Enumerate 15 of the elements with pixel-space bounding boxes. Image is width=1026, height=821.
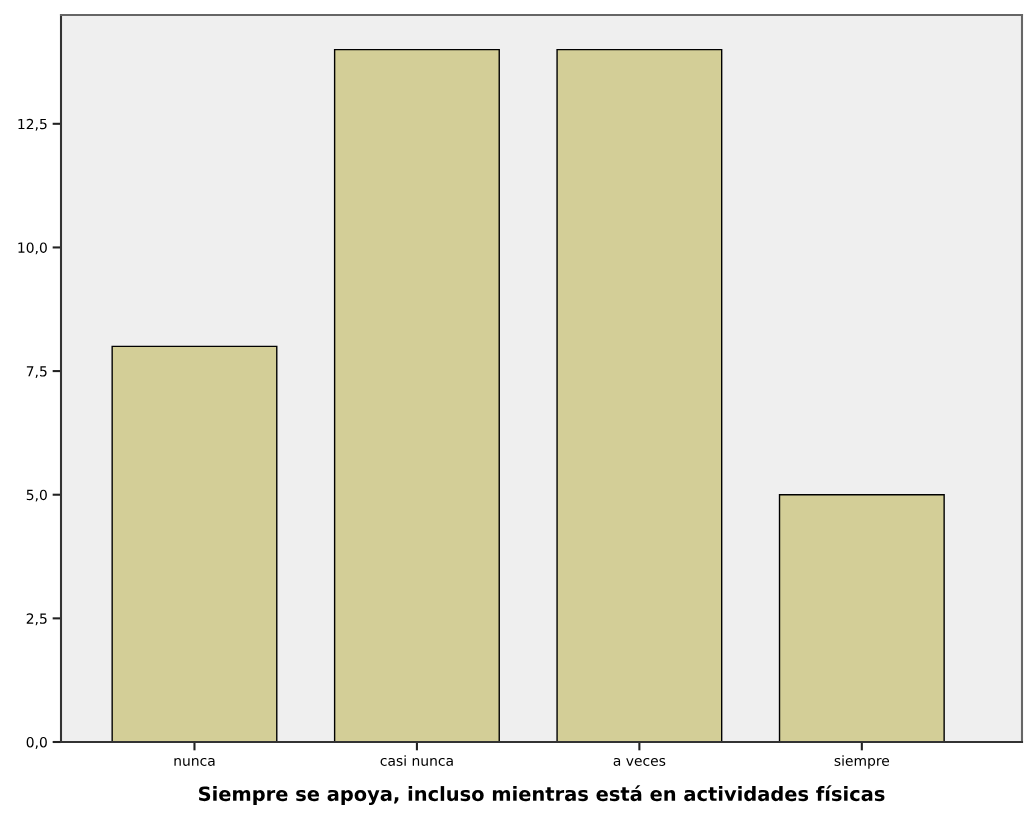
y-tick-label: 5,0 xyxy=(26,489,47,502)
bar xyxy=(333,48,500,742)
y-tick-label: 2,5 xyxy=(26,613,47,626)
bar xyxy=(556,48,723,742)
x-tick-label: a veces xyxy=(613,757,666,766)
y-tick-label: 12,5 xyxy=(18,118,47,131)
y-tick-label: 0,0 xyxy=(26,736,47,749)
x-tick-label: siempre xyxy=(834,755,890,769)
bar xyxy=(778,494,945,742)
x-axis-title: Siempre se apoya, incluso mientras está en actividades físicas xyxy=(199,785,885,806)
y-tick-label: 7,5 xyxy=(26,366,47,378)
x-tick-label: casi nunca xyxy=(380,755,453,766)
bar xyxy=(111,345,278,742)
x-tick-label: nunca xyxy=(174,757,215,766)
y-tick-label: 10,0 xyxy=(18,242,47,255)
